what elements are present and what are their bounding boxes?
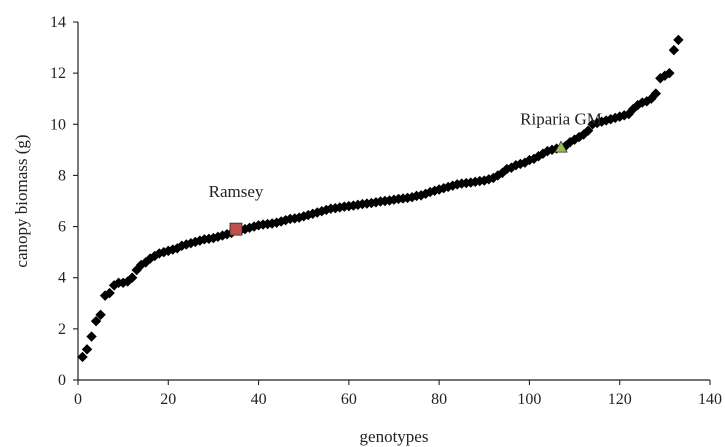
y-axis-title: canopy biomass (g) — [12, 134, 31, 267]
axes — [77, 22, 710, 381]
data-point — [619, 110, 630, 121]
data-point — [271, 217, 282, 228]
x-tick-label: 0 — [74, 391, 82, 408]
data-point — [312, 207, 323, 218]
data-point — [149, 250, 160, 262]
data-points — [77, 34, 684, 363]
x-axis-title: genotypes — [360, 427, 429, 446]
data-point — [628, 103, 639, 115]
x-tick-label: 40 — [251, 391, 267, 408]
data-point — [578, 129, 589, 140]
x-tick-label: 80 — [431, 391, 447, 408]
data-point — [519, 157, 531, 168]
y-tick-label: 6 — [58, 219, 66, 236]
data-point — [614, 111, 625, 122]
data-point — [194, 235, 206, 246]
annotations: Ramsey Riparia GM — [209, 109, 602, 201]
data-point — [659, 70, 671, 81]
data-point — [104, 287, 115, 299]
data-point — [239, 223, 251, 235]
data-point — [655, 73, 666, 84]
data-point — [641, 96, 652, 107]
ramsey-point — [229, 222, 243, 236]
y-tick-label: 0 — [58, 372, 66, 389]
data-point — [664, 67, 675, 79]
riparia-gm-point — [554, 140, 568, 153]
y-tick-label: 10 — [50, 116, 66, 133]
data-point — [623, 108, 634, 120]
data-point — [637, 97, 648, 108]
data-point — [483, 174, 494, 185]
x-tick-label: 140 — [698, 391, 722, 408]
data-point — [190, 236, 201, 248]
y-tick-label: 4 — [58, 270, 66, 287]
x-tick-label: 100 — [517, 391, 541, 408]
data-point — [605, 113, 616, 125]
data-point — [366, 197, 377, 209]
data-point — [673, 34, 684, 46]
x-tick-label: 20 — [160, 391, 176, 408]
x-tick-label: 60 — [341, 391, 357, 408]
data-point — [86, 331, 97, 342]
y-tick-label: 14 — [50, 14, 66, 31]
highlighted-points — [229, 140, 568, 236]
data-point — [81, 344, 93, 355]
data-point — [90, 315, 102, 327]
point-annotation: Riparia GM — [520, 109, 602, 128]
data-point — [573, 131, 585, 143]
data-point — [126, 272, 138, 283]
data-point — [506, 162, 517, 173]
data-point — [402, 192, 413, 204]
y-axis-ticks: 0 2 4 6 8 10 12 14 — [50, 14, 78, 389]
data-point — [610, 112, 621, 124]
data-point — [668, 44, 680, 56]
data-point — [650, 88, 662, 99]
data-point — [433, 184, 445, 195]
x-tick-label: 120 — [608, 391, 632, 408]
data-point — [632, 99, 643, 111]
point-annotation: Ramsey — [209, 182, 264, 201]
data-point — [77, 351, 88, 363]
data-point — [646, 93, 657, 104]
data-point — [95, 309, 106, 320]
data-point — [582, 125, 594, 136]
x-axis-ticks: 0 20 40 60 80 100 120 140 — [74, 380, 722, 408]
y-tick-label: 12 — [50, 65, 66, 82]
y-tick-label: 8 — [58, 167, 66, 184]
y-tick-label: 2 — [58, 321, 66, 338]
